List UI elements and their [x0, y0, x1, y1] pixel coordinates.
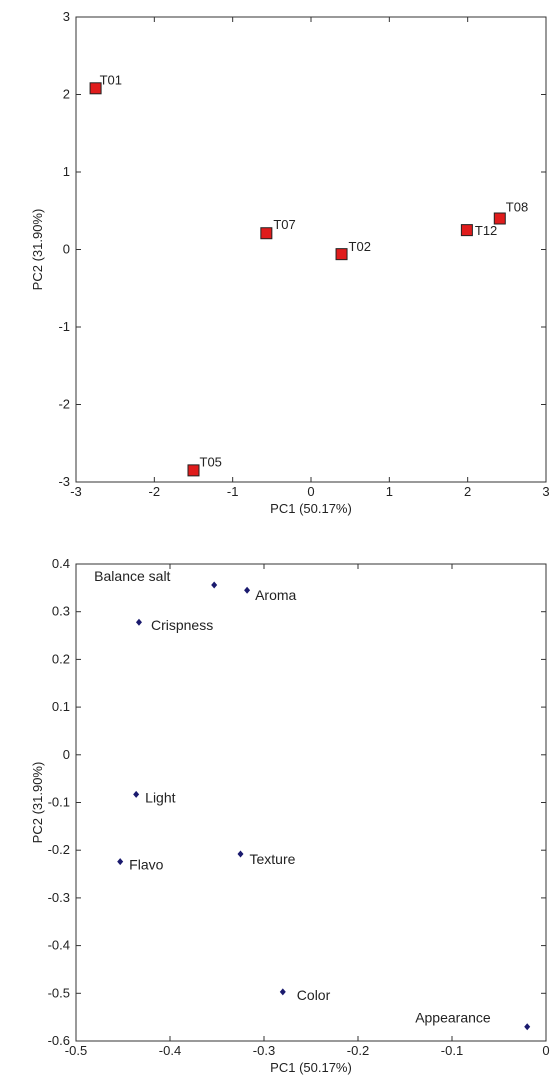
data-point-marker — [135, 618, 142, 626]
data-point-label: T12 — [475, 223, 497, 238]
data-point-label: T05 — [200, 454, 222, 469]
x-tick-label: -0.1 — [441, 1043, 463, 1058]
x-tick-label: -2 — [149, 484, 161, 499]
data-point-marker — [237, 850, 244, 858]
x-axis-ticks: -0.5 -0.4 -0.3 -0.2 -0.1 0 — [65, 564, 550, 1058]
data-point-marker — [335, 248, 348, 261]
data-point-marker — [493, 212, 506, 225]
y-tick-label: 2 — [63, 87, 70, 102]
x-tick-label: -0.3 — [253, 1043, 275, 1058]
y-tick-label: -0.1 — [48, 795, 70, 810]
y-axis-label: PC2 (31.90%) — [30, 762, 45, 844]
x-tick-label: -1 — [227, 484, 239, 499]
x-tick-label: 1 — [386, 484, 393, 499]
data-point-label: Balance salt — [94, 568, 170, 584]
y-tick-label: 0.3 — [52, 604, 70, 619]
data-point-marker — [279, 988, 286, 996]
plot-area-frame — [75, 563, 547, 1042]
y-tick-label: -0.4 — [48, 938, 70, 953]
y-tick-label: 0.1 — [52, 699, 70, 714]
y-tick-label: 0 — [63, 242, 70, 257]
y-tick-label: 1 — [63, 164, 70, 179]
x-axis-label: PC1 (50.17%) — [270, 501, 352, 516]
data-point-label: Flavo — [129, 857, 163, 873]
x-tick-label: 0 — [542, 1043, 549, 1058]
data-point-label: T08 — [506, 200, 528, 215]
data-point-label: Crispness — [151, 617, 213, 633]
y-tick-label: 0 — [63, 747, 70, 762]
x-axis-ticks: -3 -2 -1 0 1 2 3 — [70, 17, 550, 499]
data-point-label: Appearance — [415, 1010, 491, 1026]
x-tick-label: -0.5 — [65, 1043, 87, 1058]
data-point-label: Color — [297, 987, 331, 1003]
y-tick-label: -2 — [58, 397, 70, 412]
data-points: T01 T05 T07 T02 T12 T08 — [89, 72, 528, 477]
y-tick-label: -0.6 — [48, 1033, 70, 1048]
data-point-marker — [133, 790, 140, 798]
y-tick-label: 0.4 — [52, 556, 70, 571]
data-point-label: Light — [145, 789, 175, 805]
y-tick-label: 0.2 — [52, 651, 70, 666]
y-tick-label: -1 — [58, 319, 70, 334]
y-tick-label: -0.3 — [48, 890, 70, 905]
y-axis-label: PC2 (31.90%) — [30, 209, 45, 291]
data-point-label: Aroma — [255, 587, 296, 603]
x-tick-label: 3 — [542, 484, 549, 499]
data-point-label: T07 — [273, 217, 295, 232]
x-tick-label: 0 — [307, 484, 314, 499]
data-point-marker — [524, 1023, 531, 1031]
y-axis-ticks: 3 2 1 0 -1 -2 -3 — [58, 9, 546, 489]
data-points: Balance salt Aroma Crispness Light Flavo Text… — [94, 568, 531, 1031]
y-tick-label: -3 — [58, 474, 70, 489]
data-point-label: T01 — [100, 72, 122, 87]
x-tick-label: -3 — [70, 484, 82, 499]
x-axis-label: PC1 (50.17%) — [270, 1060, 352, 1075]
y-tick-label: -0.5 — [48, 985, 70, 1000]
x-tick-label: -0.4 — [159, 1043, 181, 1058]
data-point-marker — [211, 581, 218, 589]
y-axis-ticks: 0.4 0.3 0.2 0.1 0 -0.1 -0.2 -0.3 -0.4 -0.5 -0.6 — [48, 556, 546, 1048]
y-tick-label: -0.2 — [48, 842, 70, 857]
scores-plot: -3 -2 -1 0 1 2 3 3 2 1 0 -1 -2 -3 T01 T05 T07 T02 T12 T08… — [30, 9, 550, 516]
data-point-marker — [89, 82, 102, 95]
data-point-label: T02 — [349, 239, 371, 254]
data-point-marker — [187, 464, 200, 477]
loadings-plot: -0.5 -0.4 -0.3 -0.2 -0.1 0 0.40.30.20.10-0.1-… — [30, 556, 550, 1075]
y-tick-label: 3 — [63, 9, 70, 24]
x-tick-label: 2 — [464, 484, 471, 499]
plot-area-frame — [75, 16, 547, 483]
data-point-marker — [460, 224, 473, 237]
data-point-marker — [260, 227, 273, 240]
data-point-marker — [117, 858, 124, 866]
x-tick-label: -0.2 — [347, 1043, 369, 1058]
data-point-label: Texture — [250, 851, 296, 867]
data-point-marker — [244, 586, 251, 594]
